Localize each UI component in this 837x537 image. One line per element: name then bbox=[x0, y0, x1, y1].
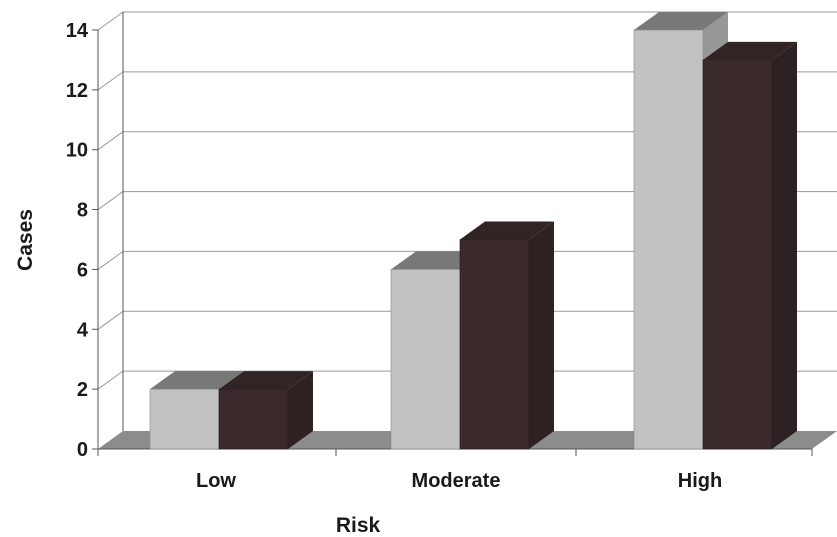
bar-side bbox=[772, 42, 797, 449]
y-tick-label: 2 bbox=[77, 379, 88, 401]
bar-front bbox=[460, 240, 529, 450]
gridline-side bbox=[98, 371, 123, 389]
y-tick-label: 4 bbox=[77, 319, 89, 341]
gridline-side bbox=[98, 311, 123, 329]
bar-front bbox=[150, 389, 219, 449]
bar-side bbox=[529, 222, 554, 450]
bar-front bbox=[219, 389, 288, 449]
y-tick-label: 8 bbox=[77, 200, 88, 222]
y-tick-label: 12 bbox=[66, 80, 88, 102]
bar-low-series-2 bbox=[219, 371, 313, 449]
x-tick-label: Low bbox=[196, 470, 236, 492]
y-axis-title: Cases bbox=[14, 209, 37, 271]
gridline-side bbox=[98, 251, 123, 269]
gridline-side bbox=[98, 132, 123, 150]
y-tick-label: 10 bbox=[66, 140, 88, 162]
x-tick-labels: Low Moderate High bbox=[196, 470, 722, 492]
y-tick-label: 6 bbox=[77, 259, 88, 281]
gridline-side bbox=[98, 12, 123, 30]
bars bbox=[150, 12, 797, 449]
y-tick-label: 14 bbox=[66, 20, 89, 42]
bar-high-series-2 bbox=[703, 42, 797, 449]
bar-front bbox=[703, 60, 772, 449]
x-axis-title: Risk bbox=[336, 514, 381, 537]
gridline-side bbox=[98, 72, 123, 90]
bar-moderate-series-2 bbox=[460, 222, 554, 450]
y-tick-labels: 0 2 4 6 8 10 12 14 bbox=[66, 20, 89, 461]
y-tick-label: 0 bbox=[77, 439, 88, 461]
bar-front bbox=[391, 269, 460, 449]
bar-front bbox=[634, 30, 703, 449]
x-tick-label: Moderate bbox=[412, 470, 501, 492]
gridline-side bbox=[98, 192, 123, 210]
x-tick-label: High bbox=[678, 470, 722, 492]
